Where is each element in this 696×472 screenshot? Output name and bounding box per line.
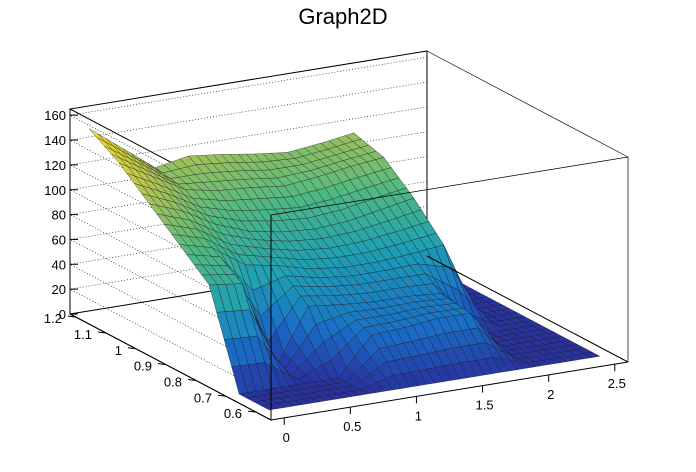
y-tick [217,394,227,397]
front-frame [69,50,629,421]
x-tick-label: 0.5 [343,419,361,434]
top-right-edge [426,50,629,158]
y-tick-label: 0.7 [194,390,212,405]
x-tick-label: 1 [415,408,422,423]
x-tick-label: 2 [547,387,554,402]
y-tick [97,331,107,334]
y-tick-label: 0.8 [164,374,182,389]
chart-title: Graph2D [298,4,387,29]
z-tick-label: 160 [44,108,66,123]
x-tick-label: 2.5 [608,376,626,391]
z-tick-label: 40 [52,257,66,272]
surface-cell [89,128,106,142]
y-axis-line [69,313,272,421]
z-tick-label: 80 [52,208,66,223]
y-tick [247,410,257,413]
y-tick [157,363,167,366]
top-front-edge [270,156,629,216]
z-tick-label: 140 [44,133,66,148]
z-tick-label: 0 [59,307,66,322]
y-tick-label: 0.9 [134,359,152,374]
y-tick [67,315,77,318]
y-tick-label: 1.2 [44,311,62,326]
x-tick-label: 1.5 [476,398,494,413]
axes: 00.511.522.50.60.70.80.911.11.2020406080… [44,108,626,445]
y-tick-label: 1 [115,343,122,358]
z-tick-label: 100 [44,183,66,198]
z-tick-label: 120 [44,158,66,173]
y-tick [187,378,197,381]
y-tick-label: 1.1 [74,327,92,342]
z-tick-label: 20 [52,282,66,297]
z-tick-label: 60 [52,233,66,248]
y-tick-label: 0.6 [224,406,242,421]
y-tick [127,347,137,350]
x-axis-line [270,361,629,421]
floor-right-edge [426,255,629,363]
x-tick-label: 0 [283,430,290,445]
surface-cell [261,404,279,411]
surface-mesh [89,128,601,411]
